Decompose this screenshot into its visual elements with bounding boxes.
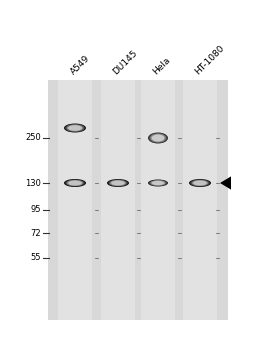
Bar	[141, 80, 175, 320]
Ellipse shape	[65, 124, 85, 132]
Ellipse shape	[192, 180, 208, 186]
Text: 95: 95	[30, 206, 41, 214]
Ellipse shape	[193, 181, 207, 186]
Ellipse shape	[189, 179, 211, 187]
Ellipse shape	[152, 181, 164, 185]
Ellipse shape	[110, 180, 126, 186]
Ellipse shape	[68, 125, 82, 131]
Text: 130: 130	[25, 178, 41, 188]
Polygon shape	[220, 176, 231, 190]
Ellipse shape	[149, 133, 167, 143]
Ellipse shape	[152, 134, 164, 142]
Text: HT-1080: HT-1080	[194, 43, 227, 76]
Ellipse shape	[64, 179, 86, 187]
Ellipse shape	[67, 180, 83, 186]
Ellipse shape	[151, 180, 165, 186]
Bar	[183, 80, 217, 320]
Bar	[58, 80, 92, 320]
Text: DU145: DU145	[112, 48, 140, 76]
Text: A549: A549	[69, 53, 91, 76]
Ellipse shape	[65, 180, 85, 187]
Ellipse shape	[68, 181, 82, 186]
Ellipse shape	[148, 132, 168, 144]
Ellipse shape	[148, 180, 168, 187]
Ellipse shape	[108, 180, 128, 187]
Bar	[101, 80, 135, 320]
Text: Hela: Hela	[152, 55, 173, 76]
Bar	[48, 80, 228, 320]
Ellipse shape	[190, 180, 210, 187]
Text: 55: 55	[30, 253, 41, 263]
Ellipse shape	[107, 179, 129, 187]
Text: 72: 72	[30, 228, 41, 238]
Ellipse shape	[151, 134, 165, 142]
Ellipse shape	[111, 181, 125, 186]
Ellipse shape	[64, 124, 86, 132]
Ellipse shape	[149, 180, 167, 186]
Ellipse shape	[67, 125, 83, 131]
Text: 250: 250	[25, 133, 41, 143]
